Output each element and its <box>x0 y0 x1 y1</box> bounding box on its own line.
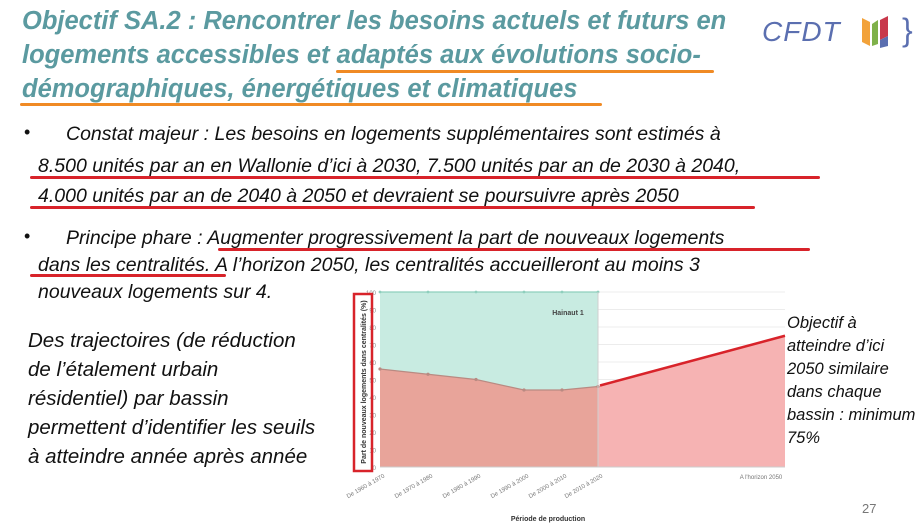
bullet-1-dot: • <box>24 122 31 142</box>
bullet-2-principle: Augmenter progressivement la part de nou… <box>207 227 725 249</box>
x-axis-label: Période de production <box>511 516 585 523</box>
series-historic-line <box>379 368 599 391</box>
series-historic-area <box>380 369 598 467</box>
bullet-2-underline-2 <box>30 274 226 277</box>
cfdt-logo: CFDT } <box>762 12 918 52</box>
series-projection-area <box>598 335 785 467</box>
x-tick-label-1: De 1970 à 1980 <box>394 473 435 500</box>
bullet-2-line-3: nouveaux logements sur 4. <box>38 280 273 303</box>
x-tick-label-6: A l'horizon 2050 <box>740 475 783 481</box>
objective-note: Objectif à atteindre d’ici 2050 similair… <box>787 314 916 447</box>
x-tick-label-3: De 1990 à 2000 <box>490 473 531 500</box>
historic-point-4 <box>560 388 564 392</box>
bullet-1-line-1: Constat majeur : Les besoins en logement… <box>66 123 721 145</box>
historic-point-1 <box>426 372 430 376</box>
historic-point-0 <box>378 367 382 371</box>
top-point-3 <box>522 290 526 294</box>
x-tick-label-4: De 2000 à 2010 <box>528 473 569 500</box>
title-line-2a: logements accessibles et <box>22 41 337 69</box>
title-line-2b: adaptés aux évolutions socio- <box>336 41 701 69</box>
y-tick-label-0: 0 <box>373 466 377 472</box>
page-number: 27 <box>862 501 877 516</box>
top-point-4 <box>560 290 564 294</box>
bullet-2: Principe phare : Augmenter progressiveme… <box>66 225 846 252</box>
trajectory-note: Des trajectoires (de réduction de l’étal… <box>28 329 316 468</box>
bullet-1: Constat majeur : Les besoins en logement… <box>66 121 846 148</box>
title-line-2: logements accessibles et adaptés aux évo… <box>22 38 752 72</box>
bullet-1-line-3: 4.000 unités par an de 2040 à 2050 et de… <box>38 184 679 207</box>
bullet-2-cont: dans les centralités. A l’horizon 2050, … <box>38 252 818 305</box>
bullet-1-line-2: 8.500 unités par an en Wallonie d’ici à … <box>38 155 741 177</box>
x-tick-label-5: De 2010 à 2020 <box>564 473 605 500</box>
trend-line <box>599 334 786 387</box>
title-underline-1 <box>336 70 714 73</box>
x-tick-label-0: De 1960 à 1970 <box>346 473 387 500</box>
title-underline-2 <box>20 103 602 106</box>
top-point-2 <box>474 290 478 294</box>
bullet-1-underline-2 <box>30 206 755 209</box>
title-line-1: Objectif SA.2 : Rencontrer les besoins a… <box>22 7 727 35</box>
chart-title: Hainaut 1 <box>552 310 584 317</box>
historic-point-3 <box>522 388 526 392</box>
x-tick-label-2: De 1980 à 1990 <box>442 473 483 500</box>
bullet-1-underline-1 <box>30 176 820 179</box>
top-point-1 <box>426 290 430 294</box>
bullet-1-cont: 8.500 unités par an en Wallonie d’ici à … <box>38 153 818 209</box>
top-point-0 <box>378 290 382 294</box>
logo-bracket: } <box>902 12 913 48</box>
bullet-2-centralites: dans les centralités <box>38 254 205 276</box>
title-line-3: démographiques, énergétiques et climatiq… <box>22 75 578 103</box>
logo-text: CFDT <box>762 16 841 47</box>
series-remaining-area <box>380 292 598 390</box>
bullet-2-dot: • <box>24 226 31 246</box>
logo-emblem-icon <box>862 16 888 48</box>
y-axis-label: Part de nouveaux logements dans centrali… <box>361 300 368 463</box>
bullet-2-horizon: . A l’horizon 2050, les centralités accu… <box>204 254 700 276</box>
slide-title: Objectif SA.2 : Rencontrer les besoins a… <box>22 4 752 106</box>
bullet-2-underline-1 <box>218 248 810 251</box>
bullet-2-lead: Principe phare : <box>66 227 208 249</box>
bullet-2-line-2: dans les centralités. A l’horizon 2050, … <box>38 252 818 279</box>
ylabel-highlight-box <box>352 292 374 473</box>
historic-point-2 <box>474 377 478 382</box>
